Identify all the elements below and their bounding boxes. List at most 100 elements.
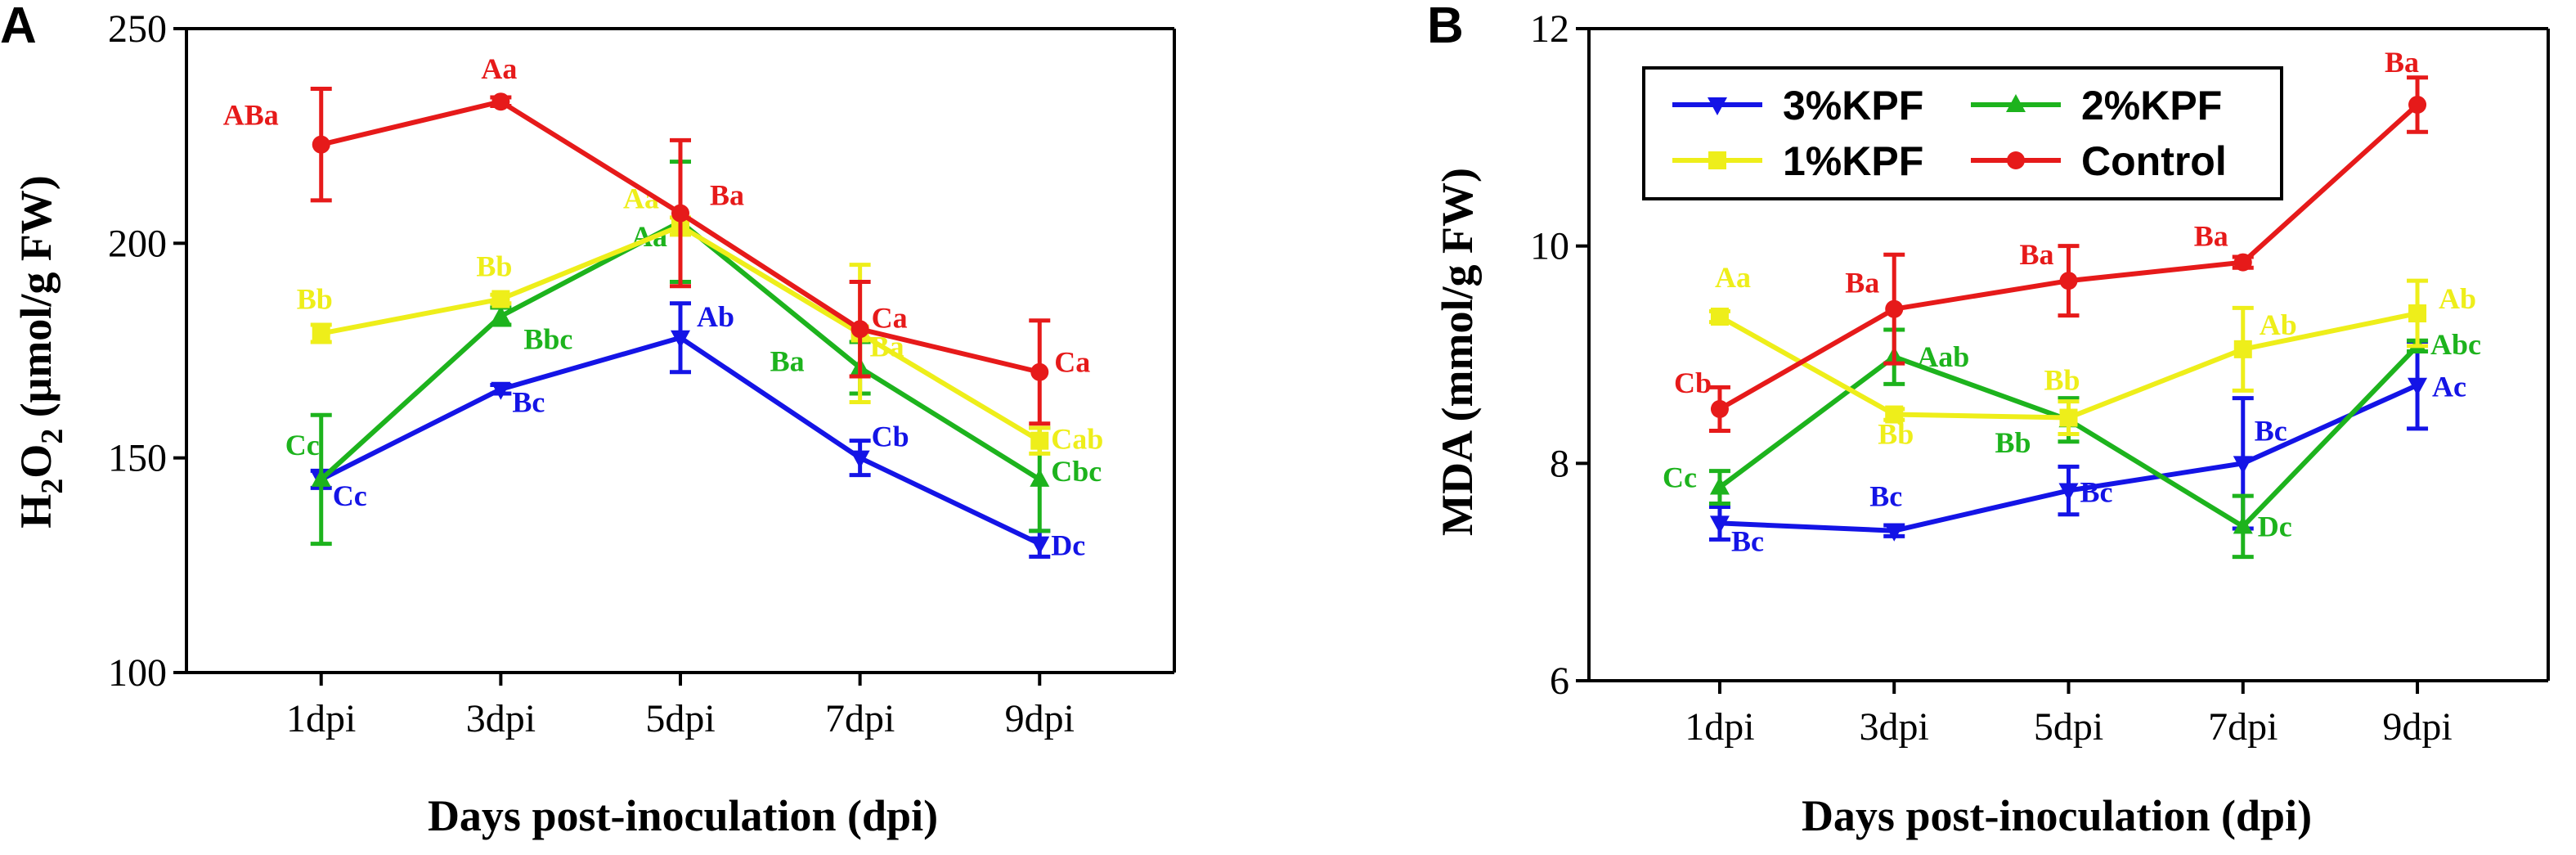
x-tick-label: 9dpi: [2382, 705, 2452, 749]
y-tick-label: 100: [108, 651, 167, 695]
series-control: Cb Ba Ba Ba Ba: [1674, 46, 2429, 433]
data-label: Dc: [1051, 529, 1085, 562]
data-label: ABa: [223, 99, 279, 132]
legend-entry-1pctkpf: 1%KPF: [1672, 138, 1923, 184]
panel-a-letter: A: [0, 0, 37, 54]
legend-marker: [2007, 151, 2025, 169]
x-tick-label: 3dpi: [1860, 705, 1929, 749]
data-point: [850, 450, 870, 469]
legend-entry-3pctkpf: 3%KPF: [1672, 83, 1923, 128]
y-tick-label: 12: [1530, 7, 1569, 51]
data-point: [2059, 272, 2078, 290]
data-point: [1884, 523, 1905, 542]
legend-label: Control: [2081, 138, 2227, 184]
series-3pctkpf: Cc Bc Ab Cb Dc: [310, 300, 1085, 562]
x-tick-label: 5dpi: [2034, 705, 2103, 749]
data-label: Aab: [1917, 340, 1969, 373]
data-point: [312, 324, 330, 343]
data-label: Ab: [2260, 308, 2297, 341]
data-point: [1030, 468, 1050, 487]
data-point: [2408, 304, 2427, 323]
data-label: Bb: [297, 283, 333, 316]
data-point: [1710, 399, 1729, 418]
data-label: Ab: [697, 300, 734, 333]
data-point: [1709, 476, 1730, 495]
legend-marker: [2006, 94, 2026, 112]
data-label: Ba: [2385, 46, 2419, 79]
data-point: [2059, 408, 2078, 427]
data-label: Ab: [2439, 282, 2476, 315]
y-tick-label: 8: [1550, 442, 1569, 485]
data-point: [1885, 405, 1904, 424]
legend-entry-control: Control: [1971, 138, 2227, 184]
data-label: Cc: [1663, 461, 1697, 494]
data-point: [1030, 362, 1049, 381]
series-1pctkpf: Aa Bb Bb Ab Ab: [1708, 261, 2476, 451]
data-label: Abc: [2430, 328, 2481, 361]
data-point: [1885, 299, 1904, 318]
data-point: [2408, 377, 2428, 396]
y-tick-label: 250: [108, 7, 167, 51]
x-tick-label: 9dpi: [1005, 697, 1075, 740]
data-label: Ac: [2432, 371, 2466, 403]
data-point: [491, 92, 510, 111]
panel-b-legend: 3%KPF 2%KPF 1%KPF Control: [1642, 66, 2283, 200]
data-label: Bc: [1869, 480, 1902, 513]
y-tick-label: 150: [108, 437, 167, 480]
legend-marker: [1708, 151, 1726, 169]
data-point: [2233, 340, 2252, 358]
data-label: Ba: [770, 344, 805, 377]
panel-b-x-axis-title: Days post-inoculation (dpi): [1802, 791, 2312, 840]
series-3pctkpf: Bc Bc Bc Bc Ac: [1708, 340, 2466, 557]
series-2pctkpf: Cc Aab Bb Dc Abc: [1663, 327, 2481, 560]
panel-a-y-axis-title: H2O2 (μmol/g FW): [11, 175, 70, 529]
data-point: [1709, 515, 1730, 534]
data-point: [311, 468, 331, 487]
legend-marker: [1708, 97, 1727, 115]
data-label: Cbc: [1051, 455, 1102, 488]
data-point: [1030, 536, 1050, 555]
data-label: Aa: [481, 52, 517, 85]
x-tick-label: 1dpi: [1685, 705, 1754, 749]
y-tick-label: 10: [1530, 225, 1569, 268]
x-tick-label: 3dpi: [466, 697, 536, 740]
data-point: [850, 320, 869, 339]
data-label: Ba: [710, 179, 744, 212]
data-label: Bbc: [523, 323, 572, 356]
data-label: Bc: [2255, 414, 2287, 447]
data-point: [1030, 431, 1049, 450]
x-tick-label: 1dpi: [286, 697, 356, 740]
panel-a-x-axis-title: Days post-inoculation (dpi): [428, 791, 938, 840]
data-point: [491, 305, 511, 324]
legend-label: 3%KPF: [1783, 83, 1923, 128]
data-label: Bc: [1731, 524, 1764, 557]
legend-label: 1%KPF: [1783, 138, 1923, 184]
x-tick-label: 7dpi: [2208, 705, 2278, 749]
data-label: Ba: [2020, 238, 2054, 271]
data-label: Cc: [333, 479, 367, 512]
data-point: [312, 135, 330, 154]
data-point: [2233, 515, 2253, 534]
data-label: Ba: [1845, 267, 1879, 299]
data-label: Ca: [1054, 346, 1090, 379]
data-label: Bc: [512, 386, 545, 419]
data-point: [671, 204, 689, 223]
data-label: Cab: [1051, 423, 1103, 456]
data-point: [2058, 483, 2079, 502]
data-label: Aa: [1715, 261, 1751, 294]
x-tick-label: 7dpi: [825, 697, 895, 740]
legend-box: [1642, 66, 2283, 200]
data-label: Bb: [476, 250, 512, 283]
data-point: [2233, 456, 2253, 475]
data-point: [491, 381, 511, 400]
legend-label: 2%KPF: [2081, 83, 2222, 128]
data-label: Bb: [1995, 426, 2031, 459]
x-tick-label: 5dpi: [645, 697, 715, 740]
data-label: Cb: [1674, 367, 1712, 399]
panel-b-y-axis-title: MDA (mmol/g FW): [1433, 168, 1482, 536]
data-label: Bb: [1878, 418, 1914, 451]
data-label: Bc: [2080, 476, 2113, 509]
